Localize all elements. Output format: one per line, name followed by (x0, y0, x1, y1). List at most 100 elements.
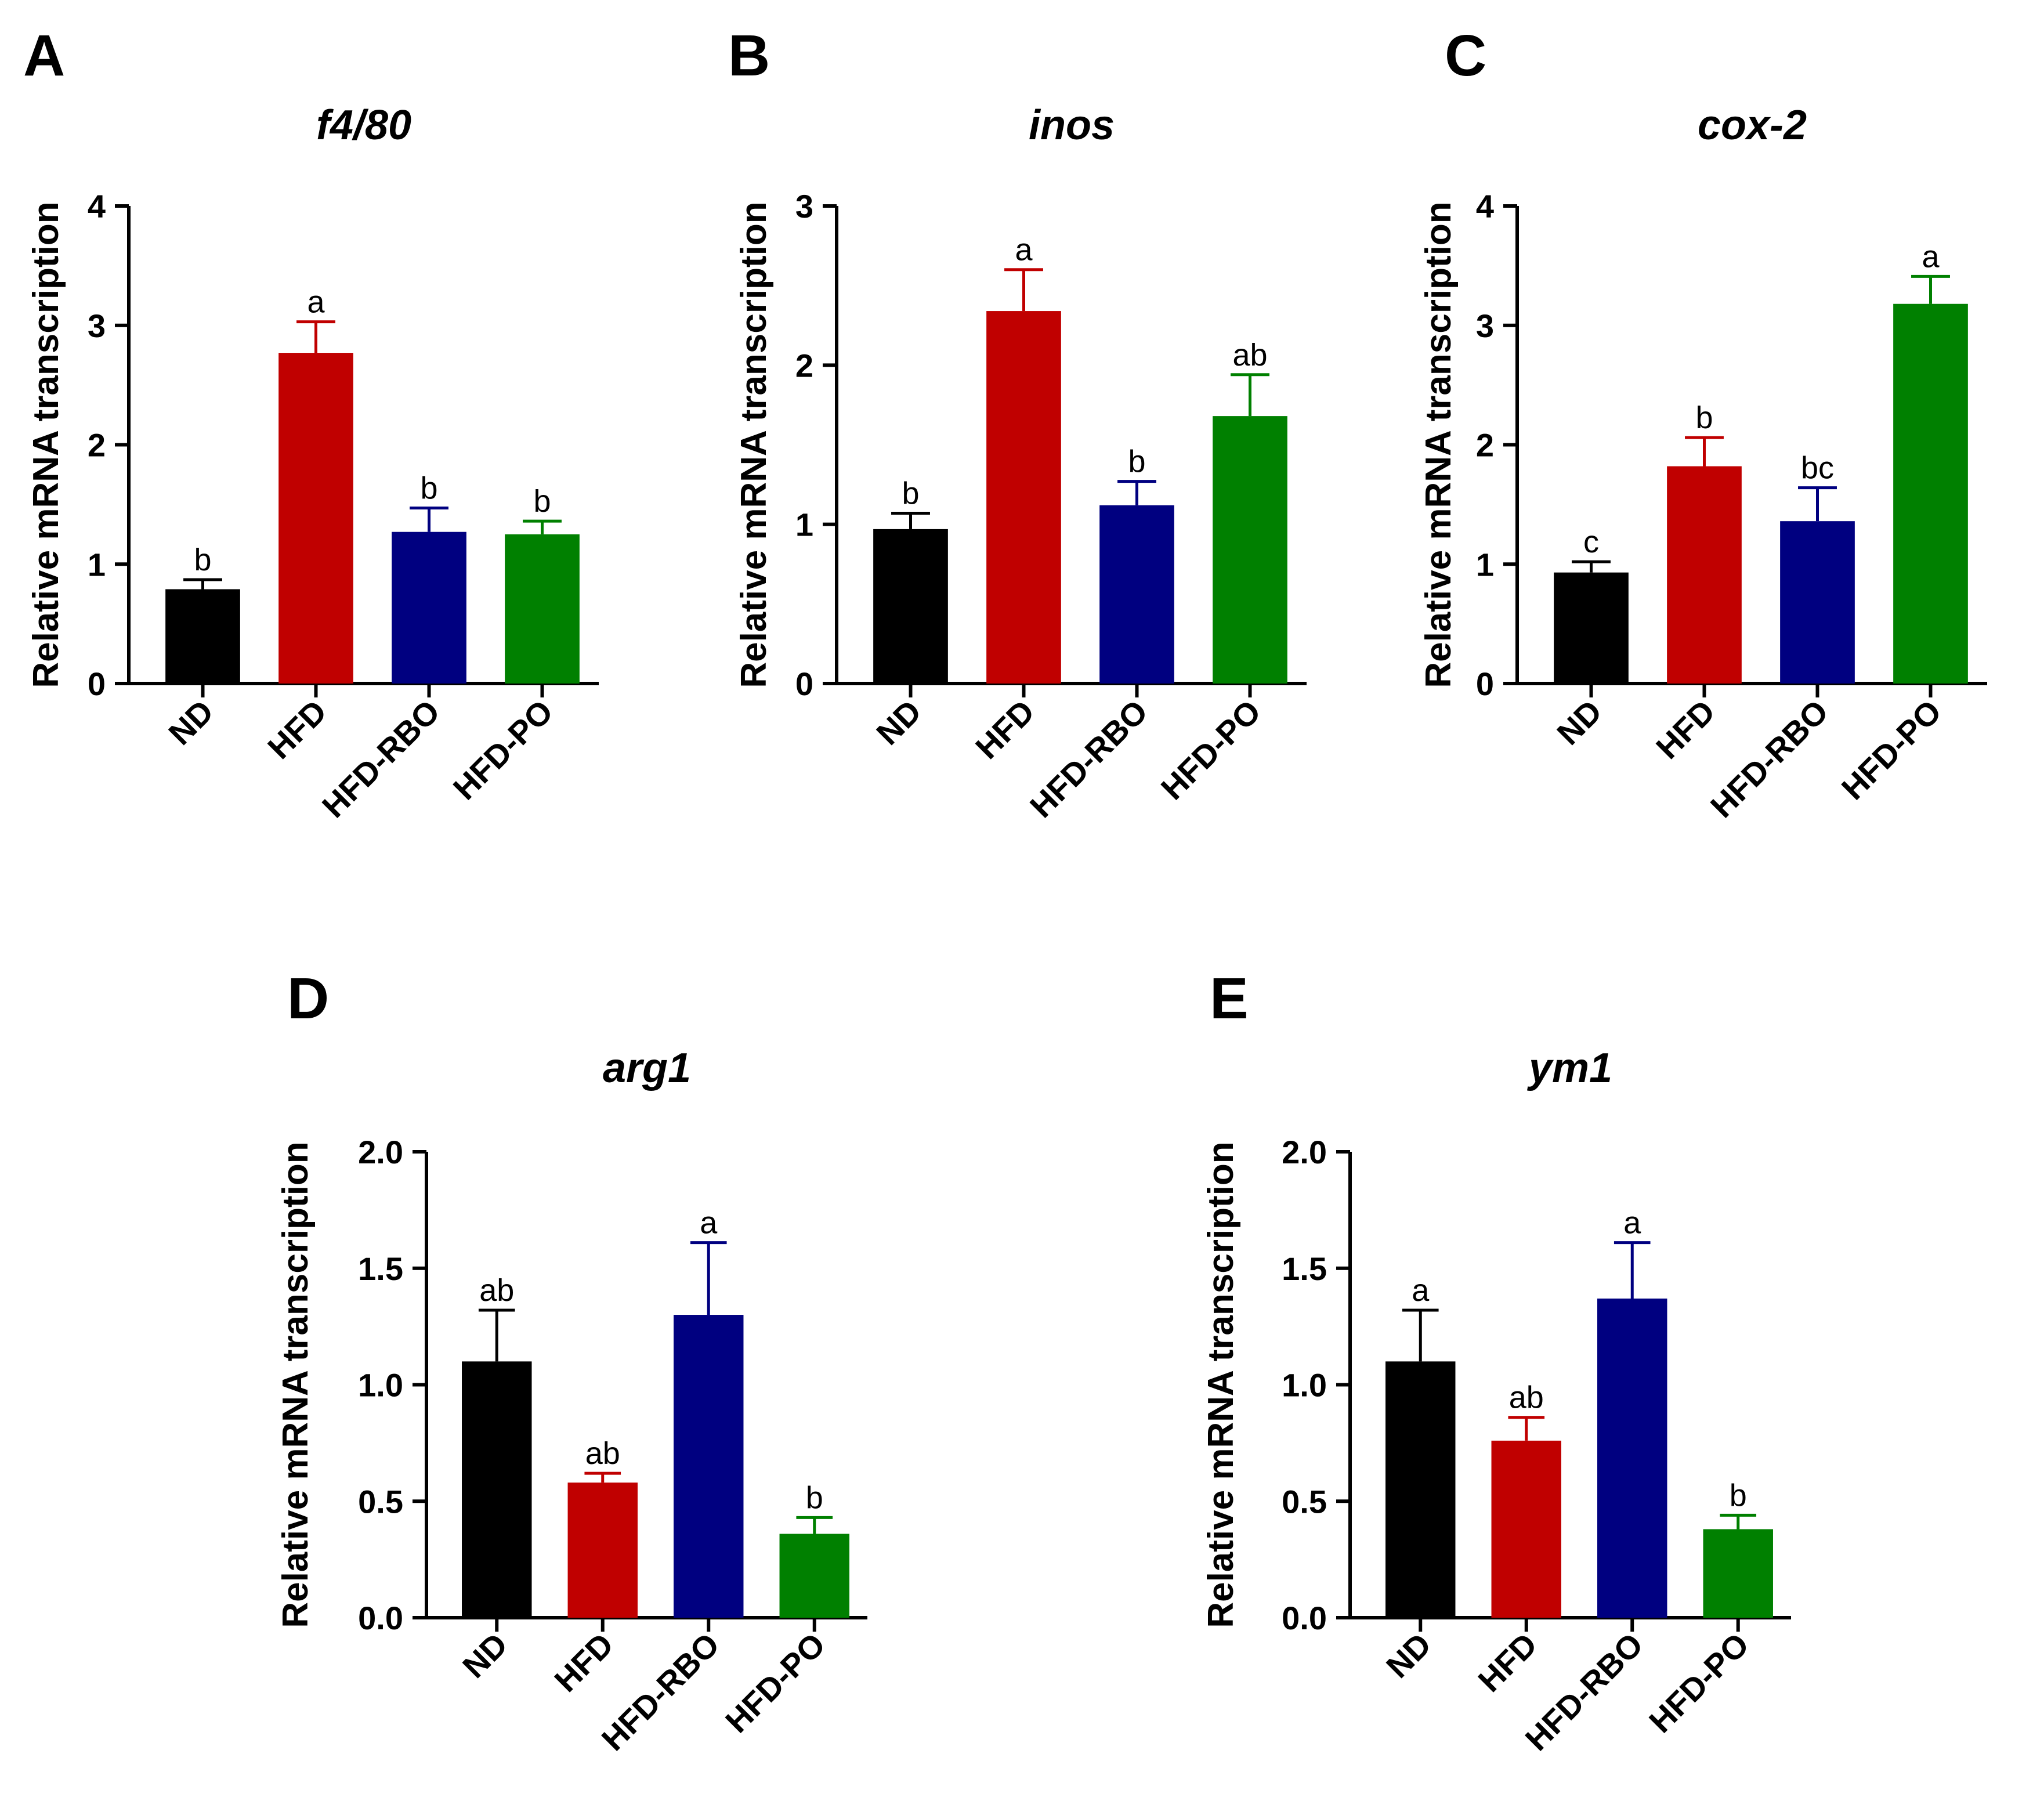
bar-hfd (278, 353, 353, 684)
bar-hfd-rbo (392, 531, 466, 684)
significance-label: b (194, 543, 211, 577)
significance-label: b (902, 476, 919, 511)
bar-nd (165, 589, 240, 684)
chart-title: ym1 (1527, 1045, 1612, 1091)
y-tick-label: 4 (1476, 188, 1494, 225)
y-tick-label: 3 (88, 308, 106, 344)
significance-label: b (533, 484, 551, 519)
y-tick-label: 0.0 (1282, 1600, 1327, 1636)
y-tick-label: 0.0 (358, 1600, 403, 1636)
y-tick-label: 0.5 (1282, 1483, 1327, 1520)
y-tick-label: 2 (1476, 427, 1494, 464)
x-category-label: HFD-PO (446, 693, 560, 807)
significance-label: bc (1801, 451, 1834, 486)
significance-label: b (806, 1480, 823, 1515)
bar-hfd (1667, 466, 1742, 684)
x-category-label: ND (161, 693, 220, 752)
significance-label: a (1623, 1206, 1641, 1241)
x-category-label: HFD (1471, 1626, 1544, 1699)
bar-hfd-rbo (1780, 521, 1855, 684)
y-tick-label: 3 (1476, 308, 1494, 344)
bar-hfd-po (505, 534, 580, 684)
significance-label: b (1730, 1478, 1747, 1513)
bar-nd (1554, 572, 1629, 684)
x-category-label: HFD (261, 693, 334, 766)
bar-hfd-po (1893, 303, 1968, 684)
x-category-label: HFD (968, 693, 1041, 766)
significance-label: a (1015, 233, 1033, 267)
panel-letter: E (1210, 966, 1249, 1031)
significance-label: a (700, 1206, 718, 1241)
x-category-label: HFD (1649, 693, 1722, 766)
significance-label: b (1128, 444, 1145, 479)
y-tick-label: 2 (88, 427, 106, 464)
x-category-label: HFD (547, 1626, 620, 1699)
y-tick-label: 0.5 (358, 1483, 403, 1520)
bar-hfd (567, 1483, 638, 1618)
y-tick-label: 2.0 (1282, 1134, 1327, 1170)
significance-label: ab (479, 1273, 514, 1308)
bar-hfd-rbo (674, 1315, 744, 1618)
x-category-label: HFD-RBO (1703, 693, 1835, 825)
chart-title: arg1 (603, 1045, 691, 1091)
significance-label: c (1583, 525, 1599, 559)
panel-letter: D (287, 966, 329, 1031)
y-axis-label: Relative mRNA transcription (1419, 201, 1459, 688)
chart-title: cox-2 (1698, 102, 1807, 149)
y-axis-label: Relative mRNA transcription (734, 201, 774, 688)
y-tick-label: 3 (795, 188, 813, 225)
bar-hfd-rbo (1597, 1298, 1667, 1618)
y-axis-label: Relative mRNA transcription (1201, 1141, 1241, 1628)
significance-label: ab (1509, 1380, 1544, 1415)
y-tick-label: 1.0 (358, 1367, 403, 1404)
panel-letter: B (728, 23, 770, 88)
y-tick-label: 1 (795, 507, 813, 543)
bar-hfd-po (1703, 1529, 1773, 1618)
y-tick-label: 4 (88, 188, 106, 225)
x-category-label: HFD-RBO (315, 693, 447, 825)
significance-label: b (1695, 400, 1713, 435)
y-axis-label: Relative mRNA transcription (26, 201, 66, 688)
x-category-label: ND (455, 1626, 515, 1685)
y-tick-label: 1.5 (1282, 1250, 1327, 1287)
chart-panel-a: Af4/80 Relative mRNA transcription 0 1 2 3 4 b N… (23, 23, 599, 825)
bar-nd (462, 1361, 532, 1618)
y-axis-label: Relative mRNA transcription (276, 1141, 316, 1628)
bar-hfd-po (779, 1534, 849, 1618)
y-tick-label: 0 (795, 666, 813, 702)
significance-label: ab (1232, 338, 1267, 373)
significance-label: ab (585, 1436, 620, 1471)
significance-label: a (1412, 1273, 1430, 1308)
y-tick-label: 2.0 (358, 1134, 403, 1170)
bar-hfd (986, 311, 1061, 684)
x-category-label: HFD-PO (1154, 693, 1268, 807)
y-tick-label: 2 (795, 347, 813, 384)
significance-label: b (420, 471, 437, 506)
bar-nd (1385, 1361, 1456, 1618)
y-tick-label: 0 (88, 666, 106, 702)
x-category-label: ND (869, 693, 928, 752)
y-tick-label: 1.0 (1282, 1367, 1327, 1404)
significance-label: a (307, 285, 325, 320)
x-category-label: ND (1379, 1626, 1438, 1685)
y-tick-label: 1 (88, 546, 106, 583)
x-category-label: HFD-PO (718, 1626, 832, 1740)
bar-nd (873, 529, 948, 684)
y-tick-label: 1 (1476, 546, 1494, 583)
bar-hfd-rbo (1099, 505, 1174, 684)
x-category-label: HFD-PO (1642, 1626, 1756, 1740)
y-tick-label: 1.5 (358, 1250, 403, 1287)
bar-hfd-po (1213, 416, 1287, 684)
x-category-label: HFD-PO (1835, 693, 1948, 807)
significance-label: a (1922, 239, 1940, 274)
chart-title: inos (1029, 102, 1115, 149)
y-tick-label: 0 (1476, 666, 1494, 702)
panel-letter: C (1445, 23, 1486, 88)
panel-letter: A (23, 23, 65, 88)
bar-hfd (1491, 1440, 1561, 1618)
